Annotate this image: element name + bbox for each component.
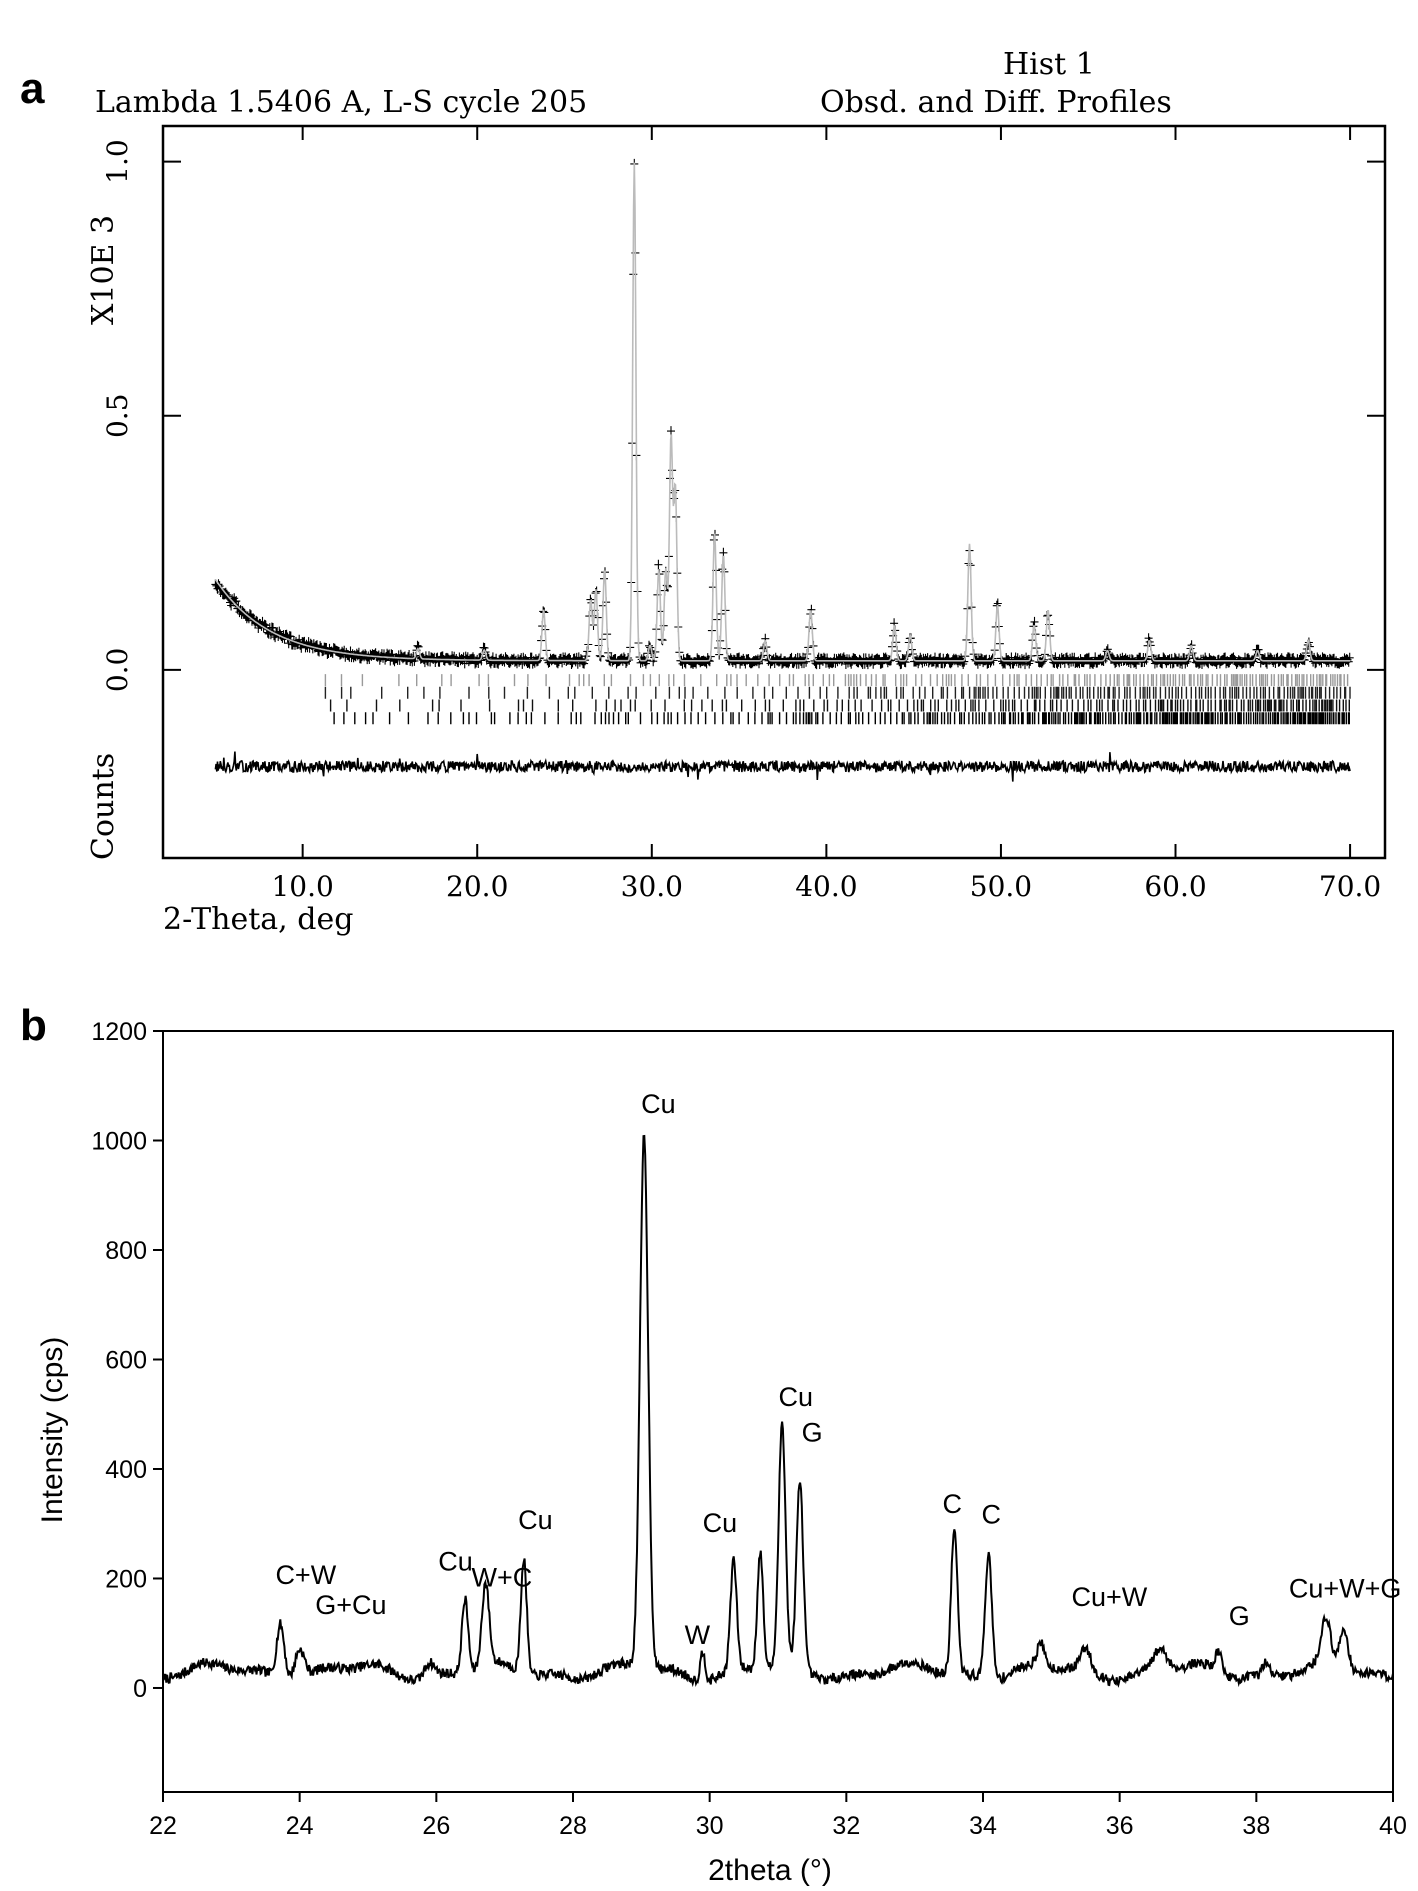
panel-b-x-tick-label: 26 <box>422 1812 450 1840</box>
panel-b-peak-label: G <box>802 1418 823 1448</box>
panel-b-y-tick-label: 1200 <box>91 1018 147 1046</box>
panel-b-peak-label: Cu <box>779 1382 814 1412</box>
panel-a-reflection-markers <box>324 674 1351 725</box>
panel-a-ylabel-top: X10E 3 <box>86 215 121 325</box>
panel-a: a Lambda 1.5406 A, L-S cycle 205 Hist 1 … <box>20 47 1387 937</box>
panel-a-y-ticks: 0.0 0.5 1.0 <box>101 139 1385 692</box>
panel-b-peak-label: W+C <box>472 1563 533 1593</box>
panel-b-peak-label: Cu+W <box>1072 1582 1148 1612</box>
panel-a-y-tick-label: 0.5 <box>101 393 134 438</box>
panel-a-header-right: Obsd. and Diff. Profiles <box>820 85 1172 120</box>
panel-a-x-tick-label: 10.0 <box>271 870 333 903</box>
panel-b-peak-label: C+W <box>275 1560 336 1590</box>
panel-a-y-tick-label: 1.0 <box>101 139 134 184</box>
panel-b-peak-label: G+Cu <box>315 1590 386 1620</box>
panel-a-x-ticks: 10.0 20.0 30.0 40.0 50.0 60.0 70.0 <box>271 126 1381 903</box>
panel-b-peak-label: Cu+W+G <box>1289 1574 1402 1604</box>
panel-b-y-tick-label: 0 <box>133 1675 147 1703</box>
panel-b-plot-frame <box>162 1030 1394 1793</box>
panel-a-ylabel-bottom: Counts <box>86 753 121 860</box>
panel-b-x-ticks: 22 24 26 28 30 32 34 36 38 40 <box>149 1792 1407 1840</box>
panel-b-ylabel: Intensity (cps) <box>36 1337 69 1524</box>
panel-a-xlabel: 2-Theta, deg <box>163 902 353 937</box>
panel-b-y-tick-label: 400 <box>105 1456 147 1484</box>
panel-b-peak-label: W <box>685 1620 711 1650</box>
panel-b-x-tick-label: 32 <box>832 1812 860 1840</box>
panel-b-y-tick-label: 1000 <box>91 1127 147 1155</box>
panel-b-x-tick-label: 34 <box>969 1812 997 1840</box>
panel-a-y-tick-label: 0.0 <box>101 648 134 693</box>
panel-a-observed-profile <box>211 158 1354 670</box>
panel-b-x-tick-label: 38 <box>1242 1812 1270 1840</box>
panel-a-x-tick-label: 60.0 <box>1144 870 1206 903</box>
panel-a-x-tick-label: 40.0 <box>795 870 857 903</box>
panel-b-peak-label: Cu <box>641 1089 676 1119</box>
panel-a-x-tick-label: 20.0 <box>446 870 508 903</box>
panel-a-difference-curve <box>214 751 1351 782</box>
panel-b-x-tick-label: 28 <box>559 1812 587 1840</box>
panel-b-peak-label: Cu <box>518 1505 553 1535</box>
panel-a-marker-row <box>324 686 1351 699</box>
panel-a-marker-row <box>324 674 1349 687</box>
panel-a-x-tick-label: 70.0 <box>1319 870 1381 903</box>
panel-b-x-tick-label: 36 <box>1106 1812 1134 1840</box>
panel-b-intensity-line <box>162 1134 1394 1688</box>
panel-b-peak-label: Cu <box>438 1546 473 1576</box>
panel-b-x-tick-label: 24 <box>286 1812 314 1840</box>
panel-b-x-tick-label: 22 <box>149 1812 177 1840</box>
panel-b-peak-label: G <box>1229 1601 1250 1631</box>
panel-a-header-left: Lambda 1.5406 A, L-S cycle 205 <box>95 85 587 120</box>
panel-b-y-ticks: 0 200 400 600 800 1000 1200 <box>91 1018 163 1703</box>
panel-a-x-tick-label: 30.0 <box>621 870 683 903</box>
panel-a-x-tick-label: 50.0 <box>970 870 1032 903</box>
panel-b-x-tick-label: 30 <box>696 1812 724 1840</box>
panel-a-marker-row <box>333 712 1350 725</box>
panel-a-header-right-top: Hist 1 <box>1003 47 1095 82</box>
panel-a-calculated-profile <box>214 162 1351 662</box>
panel-b-peak-label: Cu <box>703 1508 738 1538</box>
panel-a-marker-row <box>329 699 1350 712</box>
panel-a-plot-frame <box>161 124 1387 860</box>
panel-a-observed-points <box>211 158 1354 670</box>
panel-b-y-tick-label: 800 <box>105 1237 147 1265</box>
panel-b-label: b <box>20 1001 47 1050</box>
panel-b-x-tick-label: 40 <box>1379 1812 1407 1840</box>
panel-b-peak-label: C <box>981 1500 1001 1530</box>
panel-b-y-tick-label: 200 <box>105 1565 147 1593</box>
panel-b-peak-label: C <box>943 1489 963 1519</box>
panel-b: b Intensity (cps) 2theta (°) 22 24 26 28 30 3… <box>20 1001 1407 1887</box>
panel-b-y-tick-label: 600 <box>105 1346 147 1374</box>
panel-a-label: a <box>20 64 45 113</box>
panel-b-xlabel: 2theta (°) <box>708 1854 832 1887</box>
